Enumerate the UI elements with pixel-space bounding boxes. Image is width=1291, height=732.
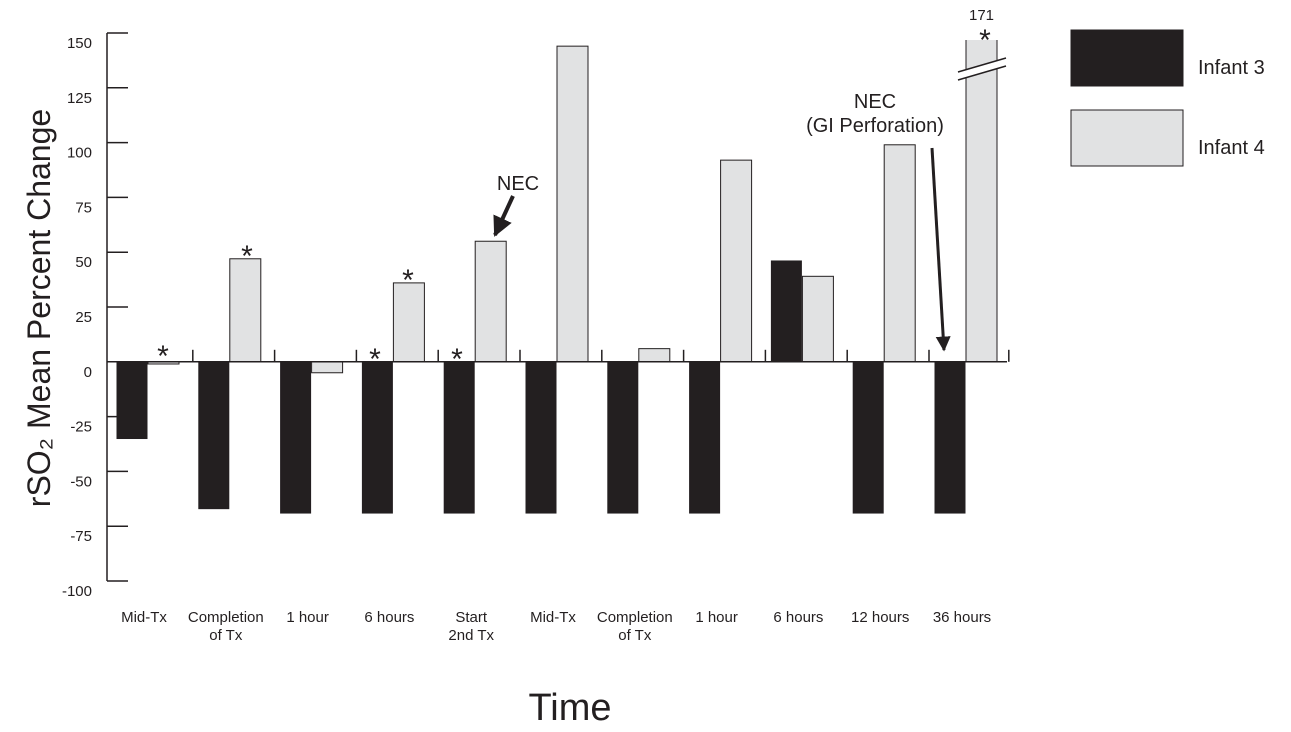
significance-marker: * (451, 343, 463, 376)
significance-marker: * (979, 24, 991, 57)
y-tick-label: 50 (75, 254, 92, 271)
y-tick-label: -25 (70, 419, 92, 436)
significance-marker: * (402, 264, 414, 297)
axis-break-gap (958, 58, 1006, 80)
x-tick-label: 6 hours (773, 609, 823, 626)
bar (720, 159, 753, 363)
legend-swatch (1070, 29, 1184, 87)
bar (852, 361, 884, 514)
bar (801, 275, 834, 363)
y-tick-label: 75 (75, 199, 92, 216)
axis-break (957, 65, 1007, 81)
x-tick-label: 12 hours (851, 609, 909, 626)
bar (443, 361, 475, 514)
bar (934, 361, 966, 514)
y-tick-label: 125 (67, 90, 92, 107)
bar (770, 260, 802, 363)
bar (361, 361, 393, 514)
arrow (493, 195, 515, 237)
legend-label: Infant 4 (1198, 137, 1265, 159)
axis-break (957, 57, 1007, 73)
arrow (930, 147, 951, 352)
bar (638, 348, 671, 363)
x-tick-label: Mid-Tx (530, 609, 576, 626)
arrows (493, 147, 951, 352)
bar (311, 361, 344, 374)
bar (689, 361, 721, 514)
bar (116, 361, 148, 440)
y-axis-label: rSO₂ Mean Percent Change (21, 109, 57, 507)
x-tick-label: Mid-Tx (121, 609, 167, 626)
x-tick-label: 6 hours (364, 609, 414, 626)
annotation: NEC (GI Perforation) (806, 91, 944, 137)
value-label: 171 (969, 7, 994, 24)
annotation: NEC (497, 173, 539, 195)
bar (525, 361, 557, 514)
x-tick-label: 1 hour (286, 609, 329, 626)
y-tick-label: 150 (67, 35, 92, 52)
bar (607, 361, 639, 514)
y-tick-label: 100 (67, 145, 92, 162)
y-tick-label: -75 (70, 528, 92, 545)
bar (883, 144, 916, 363)
legend-swatch (1070, 109, 1184, 167)
bar (392, 282, 425, 363)
x-tick-label: Completion of Tx (188, 609, 264, 644)
significance-marker: * (369, 343, 381, 376)
bars (116, 40, 998, 514)
bar (474, 240, 507, 363)
bar (229, 258, 262, 363)
x-axis-label: Time (528, 687, 611, 727)
x-tick-label: Completion of Tx (597, 609, 673, 644)
y-tick-label: 25 (75, 309, 92, 326)
y-tick-label: -100 (62, 583, 92, 600)
legend-label: Infant 3 (1198, 57, 1265, 79)
x-tick-label: 36 hours (933, 609, 991, 626)
significance-marker: * (241, 240, 253, 273)
x-tick-label: 1 hour (695, 609, 738, 626)
bar (556, 45, 589, 363)
y-tick-label: -50 (70, 473, 92, 490)
bar (280, 361, 312, 514)
y-tick-label: 0 (84, 364, 92, 381)
significance-marker: * (157, 340, 169, 373)
bar (198, 361, 230, 510)
x-tick-label: Start 2nd Tx (448, 609, 494, 644)
